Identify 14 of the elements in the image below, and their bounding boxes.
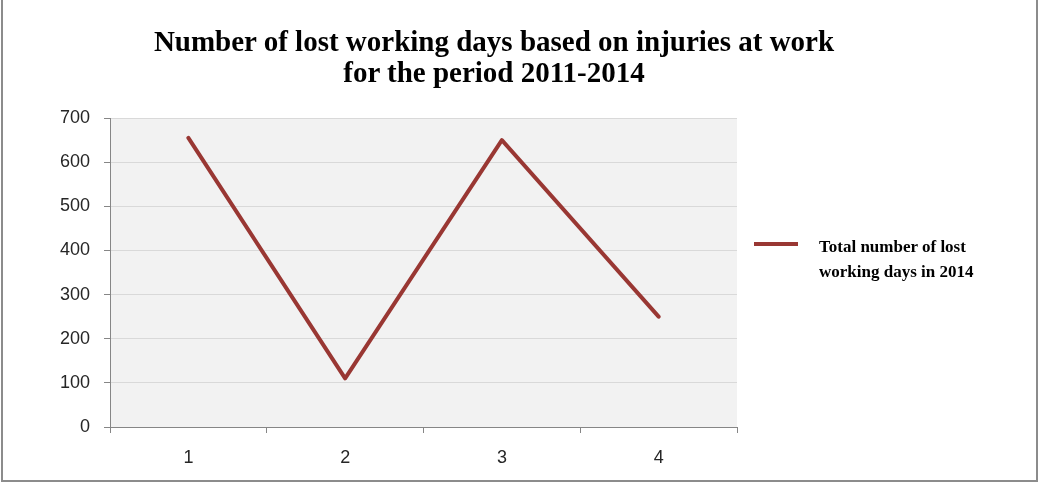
x-tick-label: 2: [340, 446, 351, 467]
y-tick-label: 300: [59, 283, 90, 304]
chart-title: Number of lost working days based on injuries at work for the period 2011-2014: [152, 25, 836, 88]
x-tick-label: 1: [183, 446, 194, 467]
y-tick-label: 100: [59, 371, 90, 392]
y-tick-label: 600: [59, 151, 90, 172]
y-tick-label: 200: [59, 327, 90, 348]
y-tick-label: 500: [59, 195, 90, 216]
x-tick-label: 4: [653, 446, 664, 467]
y-tick-label: 0: [79, 415, 90, 436]
x-tick-label: 3: [496, 446, 507, 467]
y-tick-label: 700: [59, 106, 90, 127]
y-tick-label: 400: [59, 239, 90, 260]
legend-label: Total number of lost working days in 2014: [819, 236, 975, 283]
